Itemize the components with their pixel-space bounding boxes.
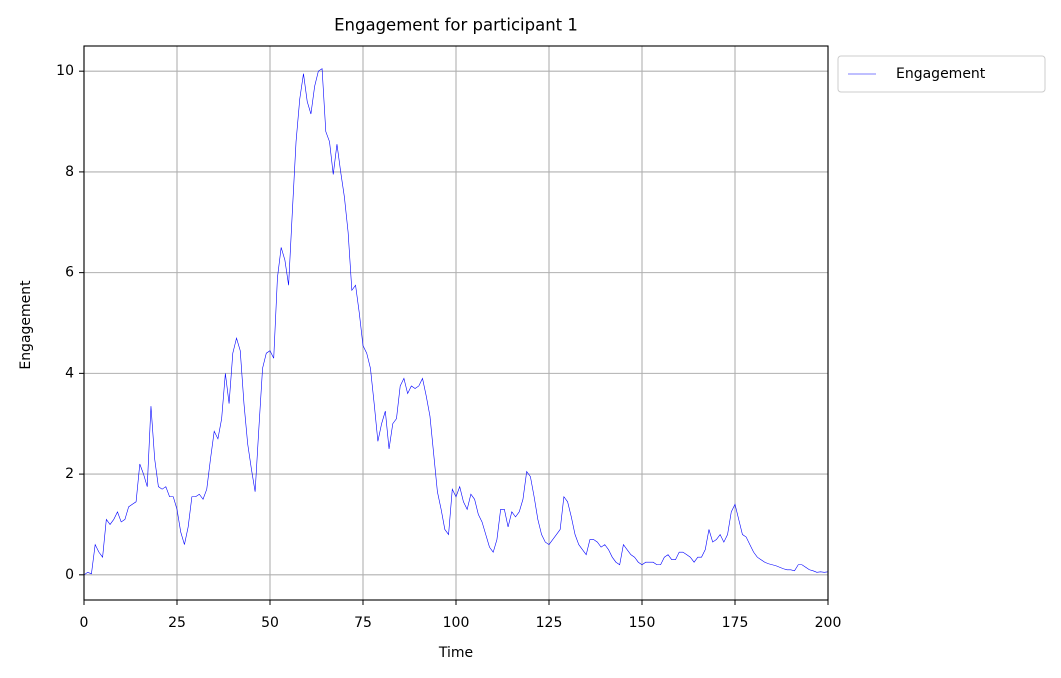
y-tick-label: 2 xyxy=(65,466,74,482)
chart-title: Engagement for participant 1 xyxy=(334,16,578,35)
x-tick-label: 200 xyxy=(815,615,842,631)
legend-label: Engagement xyxy=(896,66,986,82)
x-tick-label: 175 xyxy=(722,615,749,631)
y-tick-label: 10 xyxy=(56,63,74,79)
x-axis-label: Time xyxy=(438,645,473,661)
data-line xyxy=(83,68,829,576)
x-tick-label: 100 xyxy=(443,615,470,631)
x-tick-label: 125 xyxy=(536,615,563,631)
x-tick-label: 75 xyxy=(354,615,372,631)
y-tick-label: 4 xyxy=(65,365,74,381)
legend-box xyxy=(837,55,1046,93)
x-tick-label: 0 xyxy=(80,615,89,631)
y-tick-label: 6 xyxy=(65,265,74,281)
x-tick-label: 50 xyxy=(261,615,279,631)
x-tick-label: 150 xyxy=(629,615,656,631)
x-tick-label: 25 xyxy=(168,615,186,631)
plot-frame xyxy=(83,45,829,601)
y-tick-label: 0 xyxy=(65,567,74,583)
y-tick-label: 8 xyxy=(65,164,74,180)
y-axis-label: Engagement xyxy=(18,280,34,370)
